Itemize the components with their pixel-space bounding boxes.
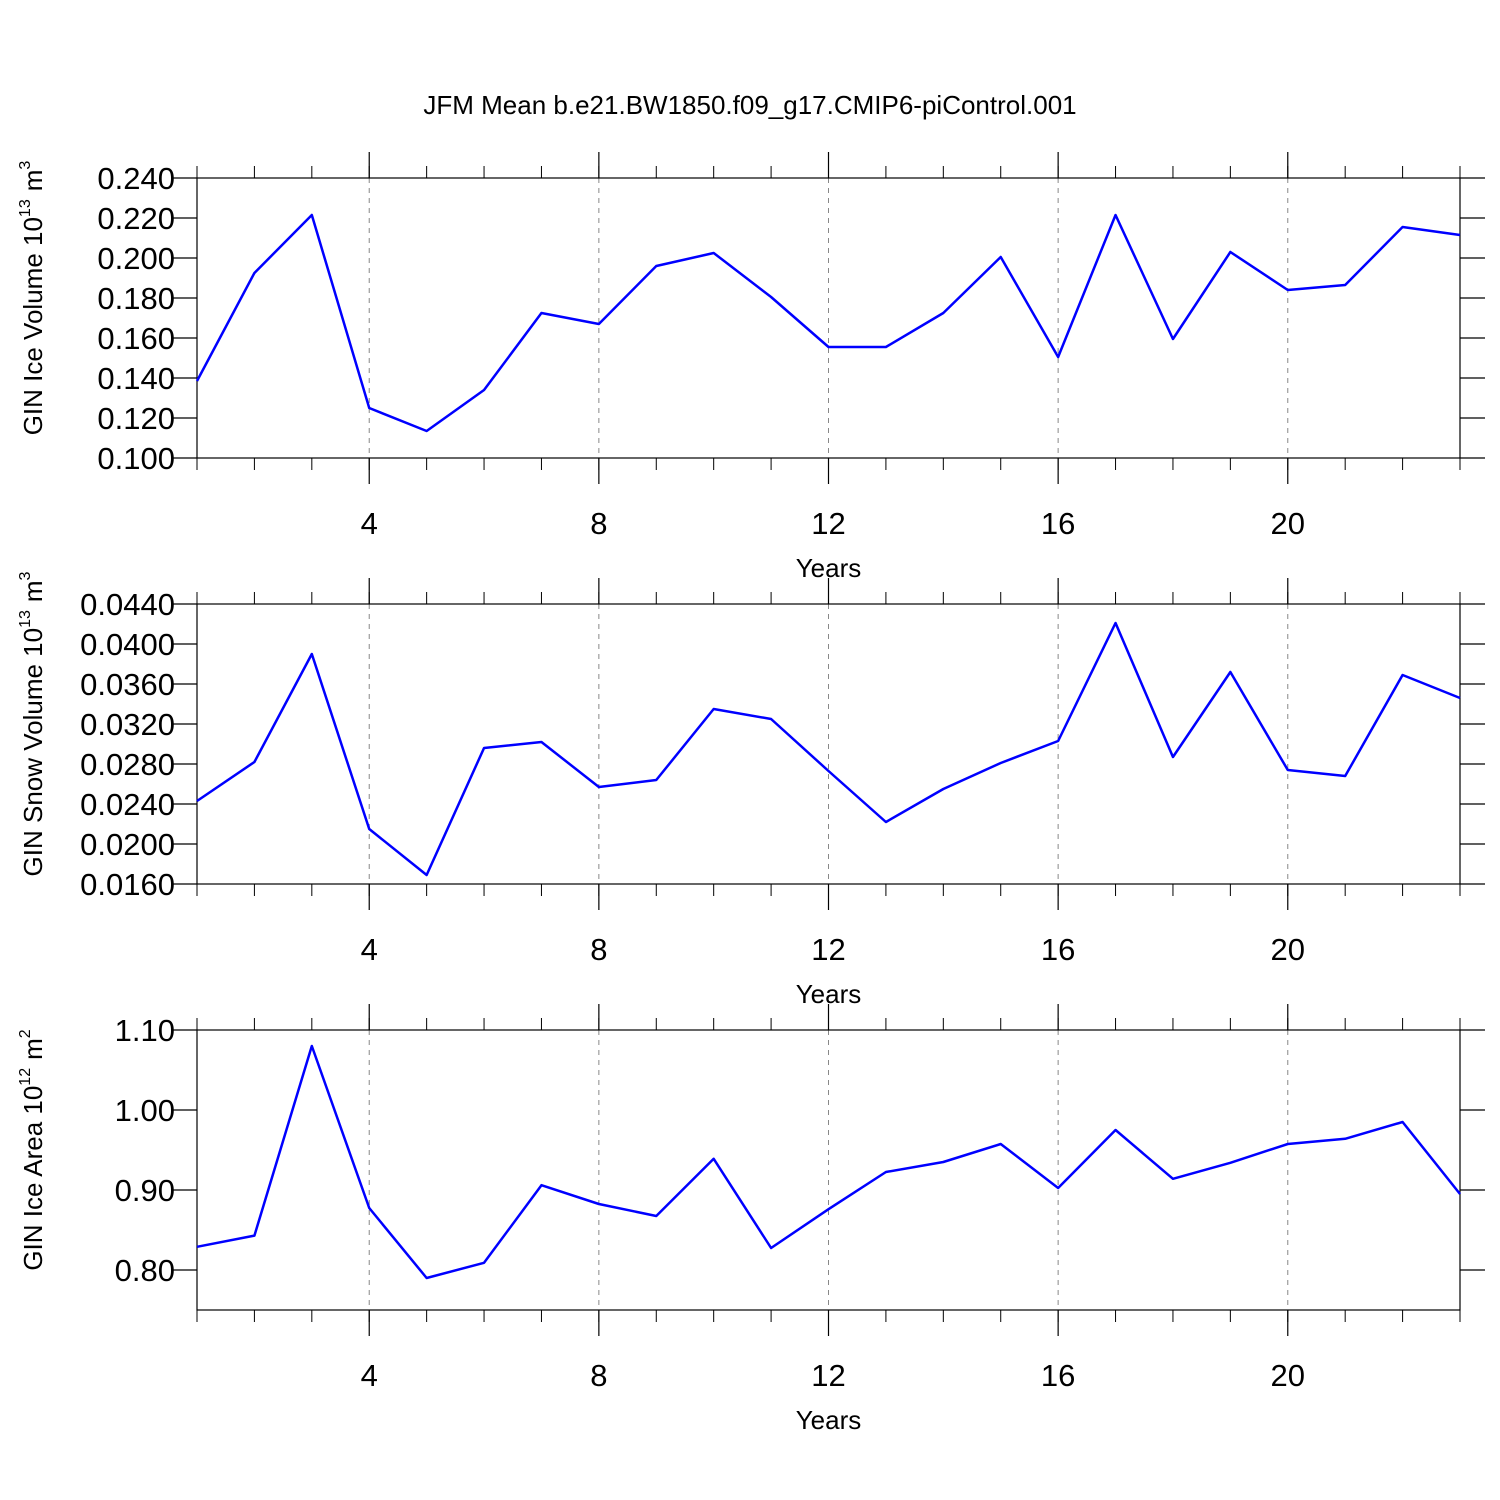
y-tick-label: 0.90 <box>115 1173 175 1208</box>
x-tick-label: 16 <box>1041 506 1075 541</box>
y-tick-label: 0.0240 <box>80 787 175 822</box>
x-tick-label: 8 <box>590 506 607 541</box>
figure-title: JFM Mean b.e21.BW1850.f09_g17.CMIP6-piCo… <box>423 90 1076 120</box>
y-tick-label: 0.120 <box>97 401 175 436</box>
y-tick-label: 0.0280 <box>80 747 175 782</box>
x-tick-label: 20 <box>1271 506 1305 541</box>
y-label-unit-power: 3 <box>17 571 34 580</box>
x-tick-label: 20 <box>1271 932 1305 967</box>
x-tick-label: 16 <box>1041 1358 1075 1393</box>
y-label-unit: m <box>18 580 48 602</box>
x-tick-label: 8 <box>590 932 607 967</box>
plot-frame <box>196 1029 1461 1311</box>
y-label-text: GIN Snow Volume 10 <box>18 628 48 877</box>
data-line <box>196 621 1461 877</box>
y-tick-label: 0.180 <box>97 281 175 316</box>
plot-frame <box>196 177 1461 459</box>
y-label-unit: m <box>18 1038 48 1060</box>
data-line <box>195 213 1461 433</box>
y-axis-label: GIN Ice Volume 1013 m3 <box>17 161 48 436</box>
y-axis-label: GIN Snow Volume 1013 m3 <box>17 571 48 876</box>
y-label-unit: m <box>18 170 48 192</box>
x-tick-label: 12 <box>811 506 845 541</box>
y-tick-label: 0.0440 <box>80 587 175 622</box>
y-axis-label: GIN Ice Area 1012 m2 <box>17 1029 48 1270</box>
y-tick-label: 0.200 <box>97 241 175 276</box>
y-label-power: 13 <box>17 610 34 628</box>
x-tick-label: 4 <box>361 1358 378 1393</box>
x-tick-label: 12 <box>811 932 845 967</box>
y-label-text: GIN Ice Volume 10 <box>18 217 48 435</box>
x-tick-label: 4 <box>361 932 378 967</box>
y-tick-label: 0.140 <box>97 361 175 396</box>
y-tick-label: 0.0200 <box>80 827 175 862</box>
plot-frame <box>196 603 1461 885</box>
y-tick-label: 0.0320 <box>80 707 175 742</box>
y-tick-label: 0.0360 <box>80 667 175 702</box>
x-tick-label: 16 <box>1041 932 1075 967</box>
y-tick-label: 1.00 <box>115 1093 175 1128</box>
y-label-power: 12 <box>17 1068 34 1086</box>
x-tick-label: 8 <box>590 1358 607 1393</box>
y-label-unit-power: 3 <box>17 161 34 170</box>
y-tick-label: 0.0160 <box>80 867 175 902</box>
x-tick-label: 20 <box>1271 1358 1305 1393</box>
x-axis-label: Years <box>796 1405 862 1435</box>
y-label-power: 13 <box>17 199 34 217</box>
x-tick-label: 12 <box>811 1358 845 1393</box>
x-tick-label: 4 <box>361 506 378 541</box>
y-tick-label: 0.80 <box>115 1253 175 1288</box>
y-label-text: GIN Ice Area 10 <box>18 1086 48 1271</box>
y-tick-label: 1.10 <box>115 1013 175 1048</box>
y-tick-label: 0.240 <box>97 161 175 196</box>
y-tick-label: 0.0400 <box>80 627 175 662</box>
y-tick-label: 0.220 <box>97 201 175 236</box>
y-label-unit-power: 2 <box>17 1029 34 1038</box>
data-line <box>196 1044 1461 1280</box>
y-tick-label: 0.100 <box>97 441 175 476</box>
y-tick-label: 0.160 <box>97 321 175 356</box>
